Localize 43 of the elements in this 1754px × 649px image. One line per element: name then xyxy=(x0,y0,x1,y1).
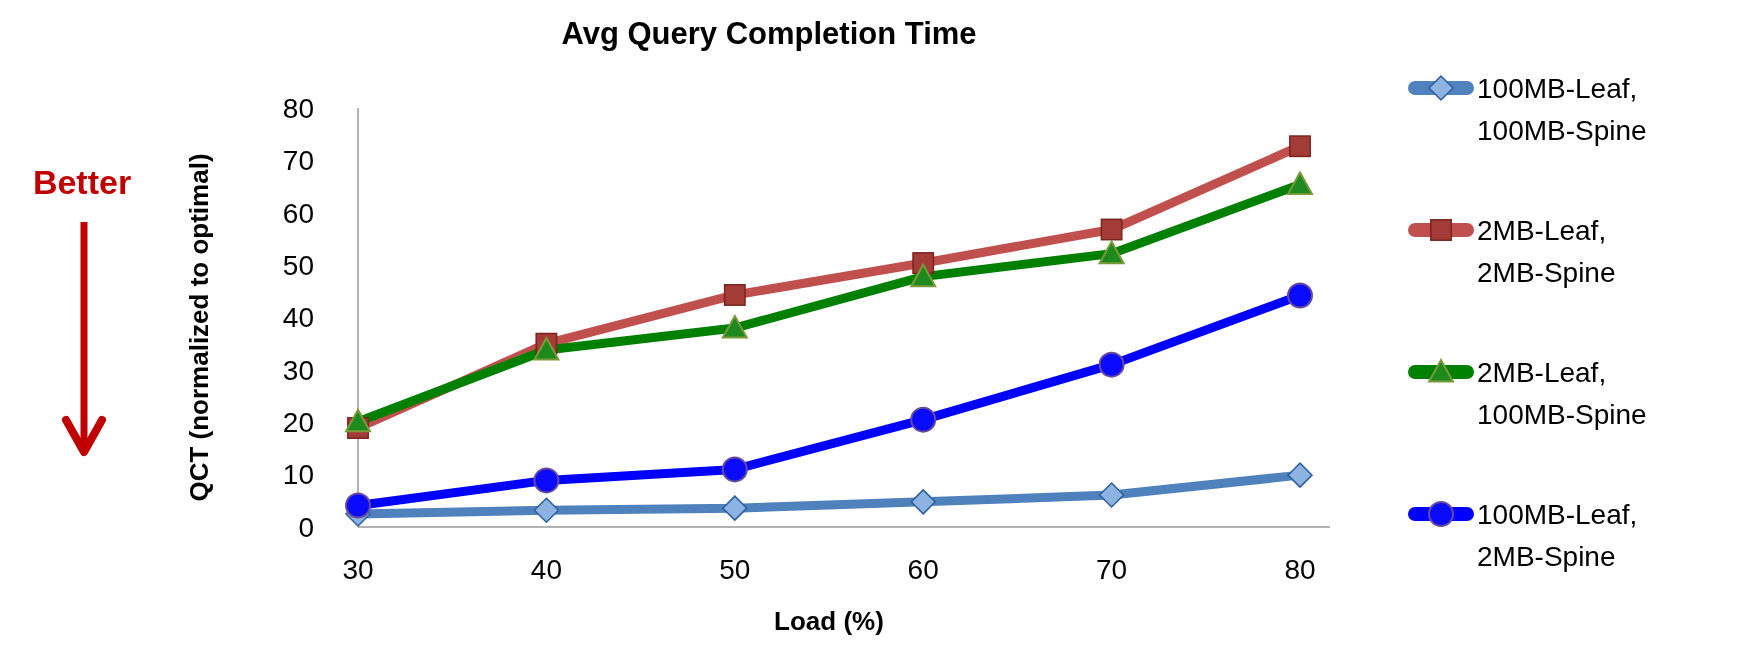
point xyxy=(910,406,937,433)
y-tick-label: 70 xyxy=(282,145,314,177)
point xyxy=(721,456,748,483)
point xyxy=(910,263,937,288)
text: Better xyxy=(32,163,132,201)
point xyxy=(1287,462,1313,488)
point xyxy=(345,408,371,433)
x-tick-label: 30 xyxy=(342,554,374,585)
y-tick-label: 80 xyxy=(282,92,314,124)
x-tick-label: 50 xyxy=(719,554,751,585)
point xyxy=(1100,218,1123,241)
point xyxy=(721,314,748,339)
legend-label: 100MB-Leaf, 100MB-Spine xyxy=(1477,72,1647,146)
y-axis-title: QCT (normalized to optimal) xyxy=(184,153,214,502)
point xyxy=(1098,482,1125,508)
point xyxy=(1098,351,1125,378)
point xyxy=(1287,171,1313,196)
y-tick-label: 0 xyxy=(298,511,314,543)
y-tick-label: 40 xyxy=(282,302,314,334)
point xyxy=(1287,282,1313,309)
point xyxy=(1098,240,1125,265)
x-tick-label: 70 xyxy=(1096,554,1128,585)
point xyxy=(722,495,748,521)
point xyxy=(910,489,936,515)
y-tick-label: 60 xyxy=(282,197,314,229)
legend-label: 2MB-Leaf, 2MB-Spine xyxy=(1477,214,1616,288)
point xyxy=(533,497,560,523)
x-axis-title: Load (%) xyxy=(774,606,884,636)
y-tick-label: 50 xyxy=(282,249,314,281)
y-tick-label: 10 xyxy=(282,459,314,491)
y-tick-label: 30 xyxy=(282,354,314,386)
point xyxy=(345,492,371,519)
x-tick-label: 60 xyxy=(907,554,939,585)
y-tick-label: 20 xyxy=(282,407,314,439)
x-tick-label: 40 xyxy=(530,554,562,585)
point xyxy=(533,336,560,361)
x-tick-label: 80 xyxy=(1284,554,1316,585)
legend-label: 100MB-Leaf, 2MB-Spine xyxy=(1477,498,1638,572)
point xyxy=(533,467,560,494)
point xyxy=(1289,135,1311,158)
point xyxy=(723,284,746,306)
chart-title: Avg Query Completion Time xyxy=(561,16,977,51)
legend-label: 2MB-Leaf, 100MB-Spine xyxy=(1477,356,1647,430)
